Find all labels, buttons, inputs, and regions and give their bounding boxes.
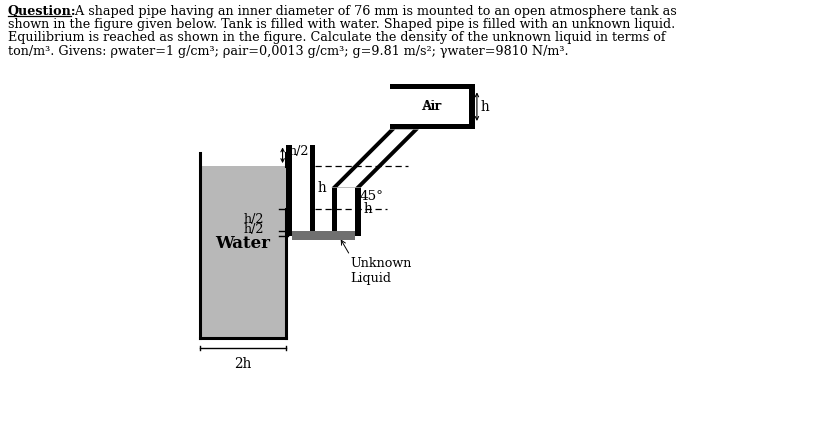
Polygon shape — [390, 84, 474, 90]
Polygon shape — [291, 231, 355, 240]
Polygon shape — [337, 129, 413, 187]
Polygon shape — [285, 145, 315, 236]
Text: Equilibrium is reached as shown in the figure. Calculate the density of the unkn: Equilibrium is reached as shown in the f… — [8, 31, 665, 45]
Text: h/2: h/2 — [288, 145, 308, 158]
Text: 2h: 2h — [234, 357, 251, 372]
Polygon shape — [390, 124, 474, 129]
Text: A shaped pipe having an inner diameter of 76 mm is mounted to an open atmosphere: A shaped pipe having an inner diameter o… — [71, 5, 676, 18]
Text: Air: Air — [420, 100, 440, 113]
Polygon shape — [331, 187, 337, 236]
Text: Air: Air — [422, 100, 442, 113]
Polygon shape — [309, 231, 331, 236]
Text: Question:: Question: — [8, 5, 76, 18]
Text: h/2: h/2 — [243, 223, 264, 236]
Polygon shape — [285, 231, 361, 236]
Text: h: h — [318, 181, 326, 194]
Text: Water: Water — [215, 235, 270, 252]
Text: h/2: h/2 — [243, 213, 264, 226]
Text: h: h — [480, 99, 489, 114]
Polygon shape — [331, 129, 418, 187]
Polygon shape — [394, 90, 469, 124]
Polygon shape — [337, 187, 355, 231]
Text: shown in the figure given below. Tank is filled with water. Shaped pipe is fille: shown in the figure given below. Tank is… — [8, 18, 675, 31]
Text: h: h — [363, 202, 371, 216]
Polygon shape — [291, 144, 309, 231]
Text: Unknown
Liquid: Unknown Liquid — [350, 257, 411, 285]
Text: 45°: 45° — [359, 190, 383, 203]
Polygon shape — [355, 187, 361, 236]
Polygon shape — [200, 166, 285, 338]
Polygon shape — [469, 84, 474, 129]
Text: ton/m³. Givens: ρwater=1 g/cm³; ρair=0,0013 g/cm³; g=9.81 m/s²; γwater=9810 N/m³: ton/m³. Givens: ρwater=1 g/cm³; ρair=0,0… — [8, 45, 568, 58]
